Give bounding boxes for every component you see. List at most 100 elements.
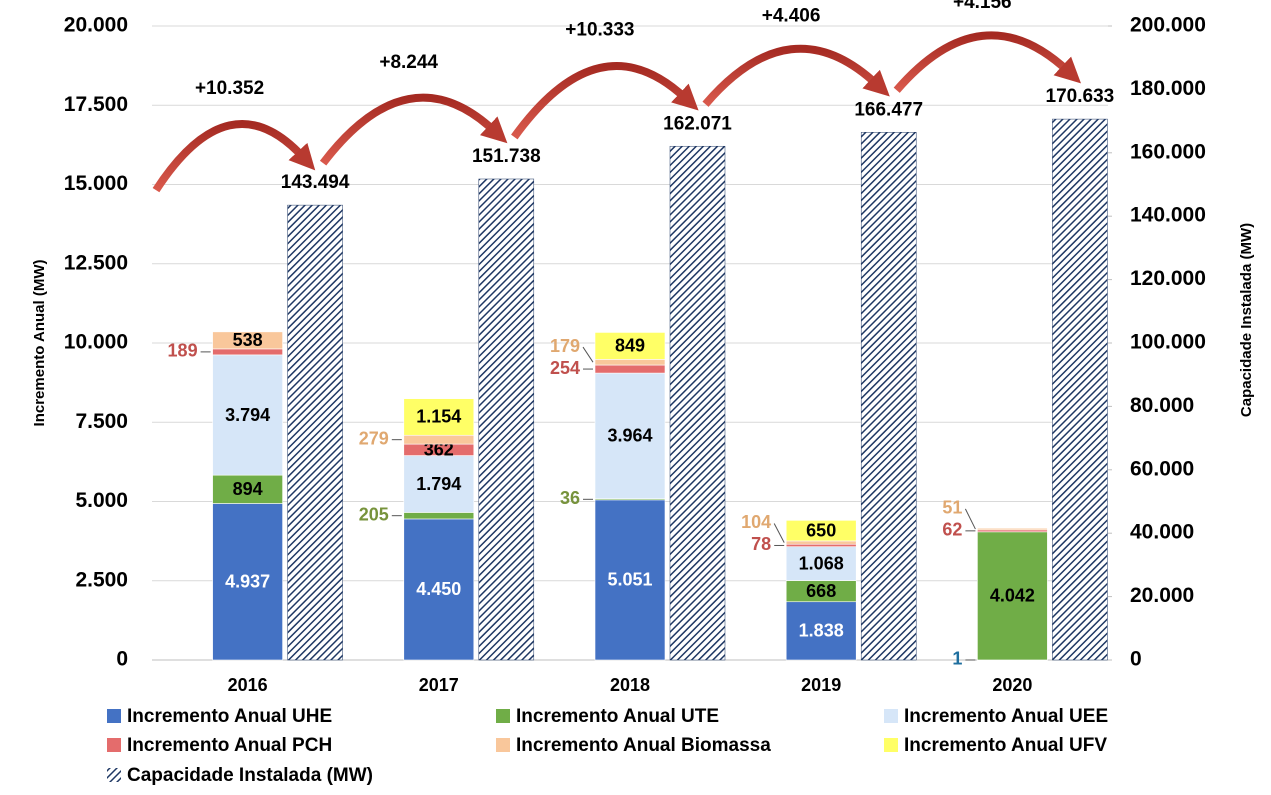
y2-tick-label: 100.000 xyxy=(1130,331,1206,354)
value-label: 179 xyxy=(550,336,580,356)
y2-tick-label: 160.000 xyxy=(1130,140,1206,163)
capacity-bar xyxy=(1052,118,1108,661)
leader-line xyxy=(773,523,785,543)
increment-arrow xyxy=(702,44,890,107)
y2-tick-label: 40.000 xyxy=(1130,521,1194,544)
bar-segment xyxy=(785,546,857,581)
capacity-label: 162.071 xyxy=(663,113,732,134)
y-tick-label: 7.500 xyxy=(75,410,128,433)
capacity-label: 143.494 xyxy=(281,172,350,193)
y-tick-label: 12.500 xyxy=(64,251,128,274)
increment-arrow xyxy=(893,31,1081,93)
legend-swatch xyxy=(884,709,898,723)
value-label: 189 xyxy=(168,341,198,361)
y2-axis-title: Capacidade Instalada (MW) xyxy=(1238,223,1255,417)
legend-swatch xyxy=(107,709,121,723)
bar-segment xyxy=(977,531,1048,661)
increment-arrow xyxy=(319,93,508,166)
value-label: 894 xyxy=(233,479,263,499)
x-tick-label: 2016 xyxy=(228,675,268,695)
y-tick-label: 10.000 xyxy=(64,331,128,354)
value-label: 3.794 xyxy=(225,405,270,425)
bar-segment xyxy=(594,364,666,374)
value-label: 1.154 xyxy=(416,407,461,427)
increment-label: +4.156 xyxy=(953,0,1012,13)
capacity-bar xyxy=(478,178,535,661)
value-label: 1.794 xyxy=(416,474,461,494)
value-label: 78 xyxy=(751,534,771,554)
x-tick-label: 2020 xyxy=(992,675,1032,695)
increment-label: +8.244 xyxy=(379,52,438,73)
bar-segment xyxy=(403,398,475,436)
bar-segment xyxy=(403,455,475,513)
bar-segment xyxy=(785,601,857,661)
bar-segment xyxy=(594,332,666,360)
capacity-bar xyxy=(287,204,343,661)
value-label: 668 xyxy=(806,581,836,601)
x-tick-label: 2019 xyxy=(801,675,841,695)
bar-segment xyxy=(785,520,857,542)
value-label: 1.838 xyxy=(799,621,844,641)
y2-tick-label: 80.000 xyxy=(1130,394,1194,417)
increment-label: +4.406 xyxy=(762,5,821,26)
legend-label: Incremento Anual PCH xyxy=(127,735,332,756)
bar-segment xyxy=(212,474,283,504)
value-label: 849 xyxy=(615,336,645,356)
y2-tick-label: 0 xyxy=(1130,648,1142,671)
y2-tick-label: 180.000 xyxy=(1130,77,1206,100)
bar-segment xyxy=(212,354,283,476)
bar-segment xyxy=(594,499,666,661)
y-tick-label: 0 xyxy=(116,648,128,671)
x-tick-label: 2017 xyxy=(419,675,459,695)
legend-swatch xyxy=(496,738,510,752)
bar-segment xyxy=(594,359,666,366)
legend-swatch xyxy=(107,738,121,752)
value-label: 4.450 xyxy=(416,579,461,599)
increment-arrow xyxy=(511,62,699,140)
legend-swatch xyxy=(107,768,121,782)
legend-swatch xyxy=(496,709,510,723)
legend-label: Incremento Anual UTE xyxy=(516,706,719,727)
value-label: 104 xyxy=(741,512,771,532)
capacity-bar xyxy=(860,132,917,661)
increment-label: +10.352 xyxy=(195,78,264,99)
increment-arrow xyxy=(152,120,316,193)
value-label: 5.051 xyxy=(607,570,652,590)
y-tick-label: 15.000 xyxy=(64,172,128,195)
bar-segment xyxy=(212,331,283,350)
y-tick-label: 20.000 xyxy=(64,14,128,37)
legend-label: Incremento Anual UFV xyxy=(904,735,1107,756)
value-label: 1.068 xyxy=(799,553,844,573)
value-label: 279 xyxy=(359,428,389,448)
legend-label: Incremento Anual Biomassa xyxy=(516,735,771,756)
x-tick-label: 2018 xyxy=(610,675,650,695)
y-tick-label: 2.500 xyxy=(75,568,128,591)
y2-tick-label: 140.000 xyxy=(1130,204,1206,227)
y2-tick-label: 200.000 xyxy=(1130,14,1206,37)
capacity-label: 151.738 xyxy=(472,146,541,167)
value-label: 36 xyxy=(560,488,580,508)
leader-line xyxy=(964,508,976,530)
y2-tick-label: 20.000 xyxy=(1130,584,1194,607)
y2-tick-label: 120.000 xyxy=(1130,267,1206,290)
value-label: 538 xyxy=(233,330,263,350)
bar-segment xyxy=(403,518,475,661)
value-label: 3.964 xyxy=(607,426,652,446)
bar-segment xyxy=(594,372,666,500)
y-tick-label: 17.500 xyxy=(64,93,128,116)
value-label: 362 xyxy=(424,440,454,460)
value-label: 51 xyxy=(942,498,962,518)
capacity-bar xyxy=(669,145,726,661)
value-label: 62 xyxy=(942,520,962,540)
value-label: 205 xyxy=(359,504,389,524)
capacity-label: 170.633 xyxy=(1046,86,1115,107)
bar-segment xyxy=(403,434,475,445)
value-label: 650 xyxy=(806,520,836,540)
bar-segment xyxy=(977,527,1048,531)
bar-segment xyxy=(785,543,857,548)
bar-segment xyxy=(785,540,857,545)
value-label: 1 xyxy=(952,649,962,669)
capacity-label: 166.477 xyxy=(854,99,923,120)
legend-swatch xyxy=(884,738,898,752)
